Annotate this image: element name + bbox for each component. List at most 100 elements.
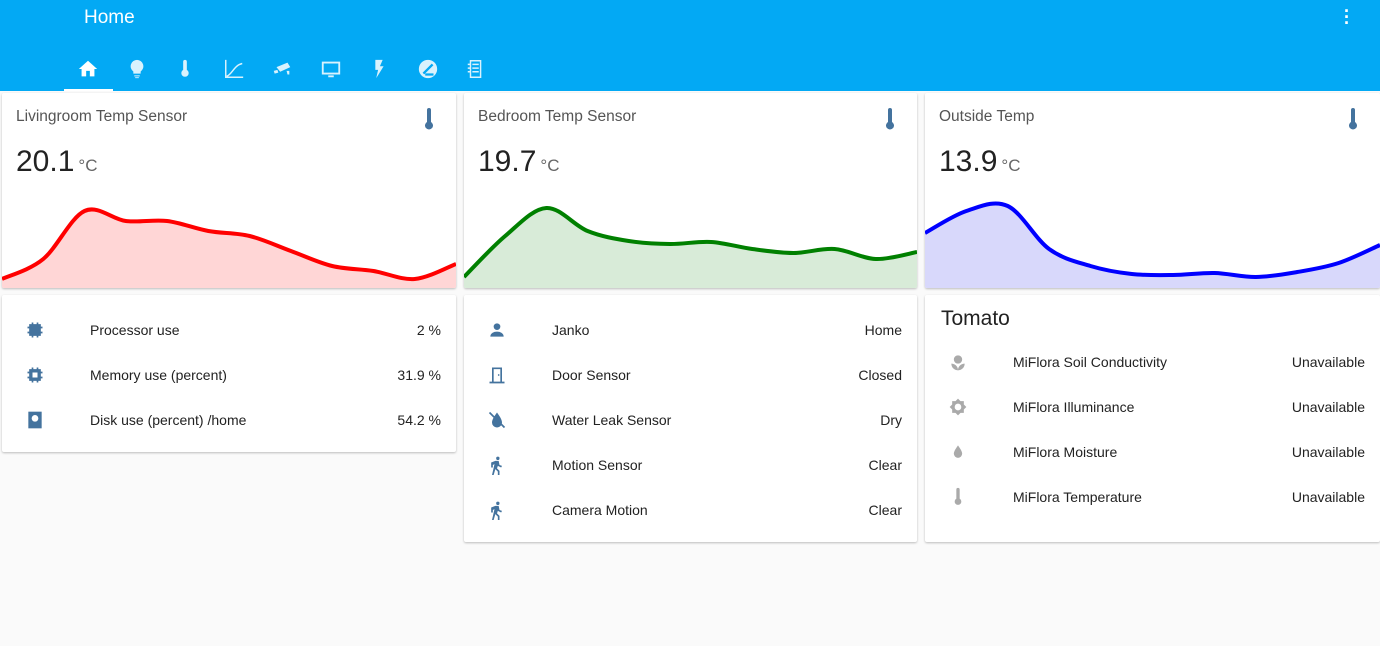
account-icon [486,319,508,341]
system-monitor-card: Processor use 2 % Memory use (percent) 31.… [2,295,456,452]
tab-zwave[interactable] [404,50,453,91]
thermometer-icon [425,108,433,130]
brightness-icon [947,396,969,418]
tab-lights[interactable] [113,50,162,91]
tab-media[interactable] [307,50,356,91]
thermometer-icon [947,486,969,508]
tomato-card: Tomato MiFlora Soil Conductivity Unavaila… [925,295,1380,542]
entity-row[interactable]: MiFlora Soil Conductivity Unavailable [925,339,1380,384]
entity-state: 2 % [416,321,441,338]
entity-state: Unavailable [1291,488,1365,505]
sensor-card-outside[interactable]: Outside Temp 13.9 °C [925,93,1380,288]
card-title: Tomato [941,307,1010,330]
entity-name: Door Sensor [552,366,631,383]
home-icon [79,60,98,77]
sensor-name: Outside Temp [939,108,1035,125]
tab-history[interactable] [210,50,259,91]
history-line [464,206,917,279]
entity-row[interactable]: Motion Sensor Clear [464,442,917,487]
entity-row[interactable]: MiFlora Illuminance Unavailable [925,384,1380,429]
history-line [925,201,1380,280]
more-options-icon[interactable]: · · · [1344,1,1350,33]
entity-row[interactable]: Door Sensor Closed [464,352,917,397]
value-text: 13.9 [939,145,998,178]
home-entities-card: Janko Home Door Sensor Closed Water Leak S… [464,295,917,542]
entity-name: Memory use (percent) [90,366,227,383]
sensor-name: Livingroom Temp Sensor [16,108,188,125]
entity-state: Home [864,321,902,338]
entity-name: MiFlora Temperature [1013,488,1142,505]
entity-state: Clear [868,456,902,473]
sensor-name: Bedroom Temp Sensor [478,108,637,125]
memory-icon [24,364,46,386]
door-icon [486,364,508,386]
history-line [2,207,456,282]
entity-row[interactable]: Camera Motion Clear [464,487,917,532]
entity-row[interactable]: Processor use 2 % [2,307,456,352]
chart-line-icon [224,59,243,78]
value-text: 20.1 [16,145,75,178]
water-percent-icon [947,441,969,463]
thermometer-icon [886,108,894,130]
zwave-icon [418,59,437,79]
flash-icon [375,59,384,79]
cpu-32bit-icon [24,319,46,341]
temperature-history-graph [925,201,1380,288]
entity-name: MiFlora Soil Conductivity [1013,353,1168,370]
tab-heating[interactable] [452,50,501,91]
entity-state: Clear [868,501,902,518]
page-title: Home [84,7,135,28]
entity-state: Unavailable [1291,443,1365,460]
entity-name: MiFlora Moisture [1013,443,1118,460]
entity-name: Processor use [90,321,180,338]
entity-state: Dry [880,411,902,428]
entity-state: Unavailable [1291,353,1365,370]
entity-row[interactable]: Disk use (percent) /home 54.2 % [2,397,456,442]
entity-row[interactable]: Water Leak Sensor Dry [464,397,917,442]
entity-row[interactable]: MiFlora Moisture Unavailable [925,429,1380,474]
history-area [464,207,917,288]
radiator-icon [468,60,482,78]
lightbulb-icon [130,59,144,79]
history-area [925,203,1380,288]
temperature-history-graph [464,206,917,288]
tab-climate[interactable] [161,50,210,91]
thermometer-icon [1349,108,1357,130]
entity-state: Closed [858,366,902,383]
entity-row[interactable]: MiFlora Temperature Unavailable [925,474,1380,519]
tab-home[interactable] [64,50,113,91]
entity-name: Water Leak Sensor [552,411,672,428]
value-text: 19.7 [478,145,537,178]
entity-state: 54.2 % [397,411,441,428]
entity-state: Unavailable [1291,398,1365,415]
entity-row[interactable]: Memory use (percent) 31.9 % [2,352,456,397]
tab-energy[interactable] [355,50,404,91]
cctv-icon [274,62,291,75]
monitor-icon [321,61,340,78]
tab-cameras[interactable] [258,50,307,91]
entity-name: MiFlora Illuminance [1013,398,1135,415]
view-tabs [64,50,501,91]
unit-text: °C [540,156,560,175]
entity-name: Motion Sensor [552,456,643,473]
sensor-card-bedroom[interactable]: Bedroom Temp Sensor 19.7 °C [464,93,917,288]
sensor-value: 19.7 °C [478,145,559,179]
app-header: Home · · · [0,0,1380,91]
sensor-value: 13.9 °C [939,145,1020,179]
walk-icon [486,499,508,521]
sensor-value: 20.1 °C [16,145,97,179]
entity-row[interactable]: Janko Home [464,307,917,352]
thermometer-icon [181,59,189,77]
sensor-card-livingroom[interactable]: Livingroom Temp Sensor 20.1 °C [2,93,456,288]
harddisk-icon [24,409,46,431]
flower-icon [947,351,969,373]
water-off-icon [486,409,508,431]
walk-icon [486,454,508,476]
unit-text: °C [1001,156,1021,175]
entity-name: Disk use (percent) /home [90,411,247,428]
temperature-history-graph [2,207,456,288]
unit-text: °C [78,156,98,175]
entity-name: Janko [552,321,590,338]
entity-state: 31.9 % [397,366,441,383]
entity-name: Camera Motion [552,501,648,518]
